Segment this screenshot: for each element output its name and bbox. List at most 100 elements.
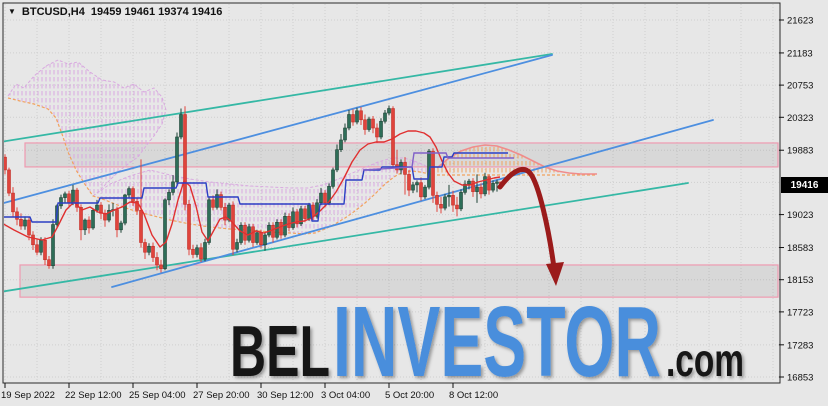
symbol-period-label: BTCUSD,H4 — [21, 6, 85, 18]
candle-body — [299, 208, 303, 225]
candle-body — [495, 181, 499, 184]
candle-body — [339, 139, 343, 151]
candle-body — [347, 114, 351, 129]
candle-body — [455, 204, 459, 210]
symbol-header: ▼ BTCUSD,H4 19459 19461 19374 19416 — [8, 6, 222, 18]
candle-body — [155, 257, 159, 266]
price-axis-label: 20323 — [787, 113, 813, 124]
time-axis[interactable]: 19 Sep 2022 22 Sep 12:00 25 Sep 04:00 27 Se… — [1, 383, 498, 401]
candle-body — [359, 110, 363, 121]
price-axis-label: 18153 — [787, 275, 813, 286]
indicator-lines-layer — [4, 130, 514, 248]
candle-body — [79, 207, 83, 231]
candle-body — [211, 199, 215, 208]
candle-body — [407, 174, 411, 191]
candle-body — [147, 245, 151, 253]
candle-body — [87, 219, 91, 229]
candle-body — [231, 204, 235, 250]
candle-body — [459, 192, 463, 210]
candle-body — [387, 108, 391, 114]
candle-body — [451, 195, 455, 206]
candle-body — [275, 222, 279, 238]
candle-body — [131, 188, 135, 202]
candle-body — [355, 110, 359, 123]
candle-body — [47, 259, 51, 267]
candle-body — [171, 181, 175, 193]
candle-body — [327, 186, 331, 204]
zones-layer — [19, 142, 779, 298]
candle-body — [239, 224, 243, 243]
candle-body — [391, 108, 395, 165]
candle-body — [287, 216, 291, 228]
time-axis-label: 5 Oct 20:00 — [385, 390, 434, 401]
candle-body — [19, 219, 23, 227]
collapse-icon[interactable]: ▼ — [8, 6, 16, 16]
blue-channel-upper[interactable] — [0, 54, 553, 204]
watermark: BEL INVESTOR .com — [230, 286, 744, 398]
candle-body — [151, 245, 155, 258]
candle-body — [491, 183, 495, 191]
candle-body — [163, 199, 167, 270]
candle-body — [119, 222, 123, 231]
time-axis-label: 22 Sep 12:00 — [65, 390, 122, 401]
candle-body — [27, 219, 31, 236]
time-axis-label: 19 Sep 2022 — [1, 390, 55, 401]
candle-body — [75, 189, 79, 208]
candle-body — [187, 204, 191, 250]
candle-body — [107, 210, 111, 221]
chart-border — [2, 2, 781, 384]
candle-body — [439, 204, 443, 209]
candle-body — [91, 210, 95, 229]
trendlines-layer — [0, 53, 714, 293]
support-zone — [19, 264, 779, 298]
candle-body — [139, 210, 143, 243]
candle-body — [175, 136, 179, 183]
candle-body — [371, 118, 375, 129]
candle-body — [431, 150, 435, 196]
candle-body — [83, 219, 87, 231]
candle-body — [4, 156, 7, 171]
candle-body — [23, 219, 27, 227]
teal-channel-upper[interactable] — [0, 53, 553, 143]
candle-body — [223, 207, 227, 221]
candle-body — [443, 196, 447, 209]
time-axis-label: 3 Oct 04:00 — [321, 390, 370, 401]
arrow-head — [546, 262, 564, 286]
teal-channel-lower[interactable] — [0, 182, 689, 293]
candle-body — [0, 157, 3, 212]
price-axis[interactable]: 21623 21183 20753 20323 19883 19023 18583 18153… — [779, 16, 813, 384]
candle-body — [343, 127, 347, 141]
candle-body — [487, 176, 491, 191]
candle-body — [411, 184, 415, 191]
candle-body — [135, 201, 139, 211]
candle-body — [375, 127, 379, 138]
candle-body — [399, 162, 403, 171]
candle-body — [203, 242, 207, 260]
candle-body — [31, 234, 35, 246]
price-axis-label: 21623 — [787, 16, 813, 27]
candle-body — [319, 192, 323, 204]
time-axis-label: 27 Sep 20:00 — [193, 390, 250, 401]
candle-body — [251, 226, 255, 243]
candle-body — [127, 188, 131, 196]
candle-body — [207, 199, 211, 243]
candle-body — [219, 194, 223, 208]
time-axis-label: 8 Oct 12:00 — [449, 390, 498, 401]
candle-body — [315, 202, 319, 217]
candle-body — [295, 211, 299, 225]
candle-body — [447, 195, 451, 198]
candle-body — [415, 182, 419, 186]
candle-body — [123, 194, 127, 224]
current-price-tag: 19416 — [781, 177, 828, 193]
blue-channel-lower[interactable] — [111, 119, 714, 288]
candle-body — [463, 183, 467, 193]
candle-body — [475, 186, 479, 192]
kijun-sen-line — [4, 152, 508, 223]
candles-layer — [0, 105, 503, 273]
candle-body — [435, 195, 439, 205]
ohlc-values: 19459 19461 19374 19416 — [90, 6, 223, 18]
candle-body — [351, 114, 355, 123]
arrow-shaft — [497, 167, 557, 271]
candle-body — [471, 180, 475, 192]
